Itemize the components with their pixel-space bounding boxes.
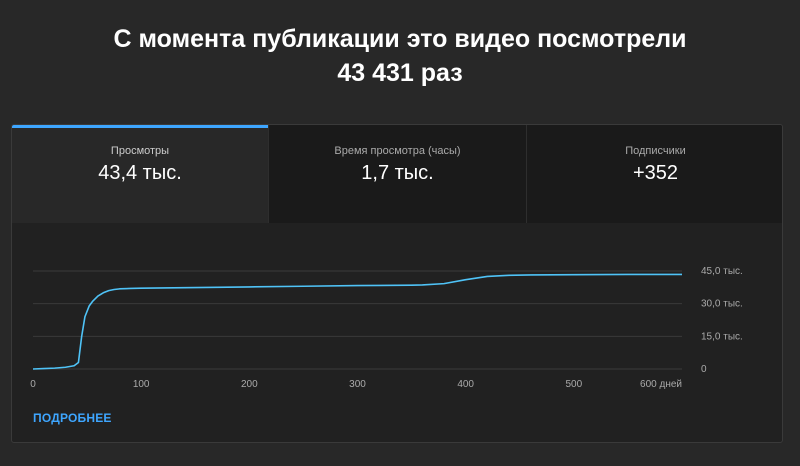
x-tick-label: 500 (565, 379, 582, 390)
tab-watch-time[interactable]: Время просмотра (часы) 1,7 тыс. (268, 125, 526, 223)
more-details-link[interactable]: ПОДРОБНЕЕ (33, 411, 112, 425)
active-tab-indicator (12, 125, 268, 128)
tab-views[interactable]: Просмотры 43,4 тыс. (12, 125, 268, 223)
headline-count: 43 431 раз (337, 59, 463, 87)
tab-views-label: Просмотры (110, 145, 170, 157)
x-tick-label: 600 дней (640, 379, 682, 390)
headline: С момента публикации это видео посмотрел… (0, 22, 800, 90)
tab-views-value: 43,4 тыс. (98, 162, 182, 184)
metric-tabs: Просмотры 43,4 тыс. Время просмотра (час… (12, 125, 782, 223)
tab-watch-time-value: 1,7 тыс. (361, 162, 434, 184)
tab-subscribers[interactable]: Подписчики +352 (526, 125, 782, 223)
y-tick-label: 0 (701, 364, 707, 375)
x-tick-label: 100 (133, 379, 150, 390)
y-tick-label: 15,0 тыс. (701, 331, 743, 342)
views-series-line (32, 273, 683, 370)
x-tick-label: 200 (241, 379, 258, 390)
x-tick-label: 0 (30, 379, 36, 390)
tab-subscribers-label: Подписчики (625, 145, 686, 157)
headline-text: С момента публикации это видео посмотрел… (113, 25, 687, 53)
y-tick-label: 45,0 тыс. (701, 266, 743, 277)
analytics-card: Просмотры 43,4 тыс. Время просмотра (час… (11, 124, 783, 443)
tab-watch-time-label: Время просмотра (часы) (334, 145, 461, 157)
tab-subscribers-value: +352 (632, 162, 679, 184)
x-tick-label: 300 (349, 379, 366, 390)
views-line-chart: 0 15,0 тыс. 30,0 тыс. 45,0 тыс. 0 100 200 300 40… (30, 266, 743, 390)
y-tick-label: 30,0 тыс. (701, 299, 743, 310)
x-tick-label: 400 (457, 379, 474, 390)
